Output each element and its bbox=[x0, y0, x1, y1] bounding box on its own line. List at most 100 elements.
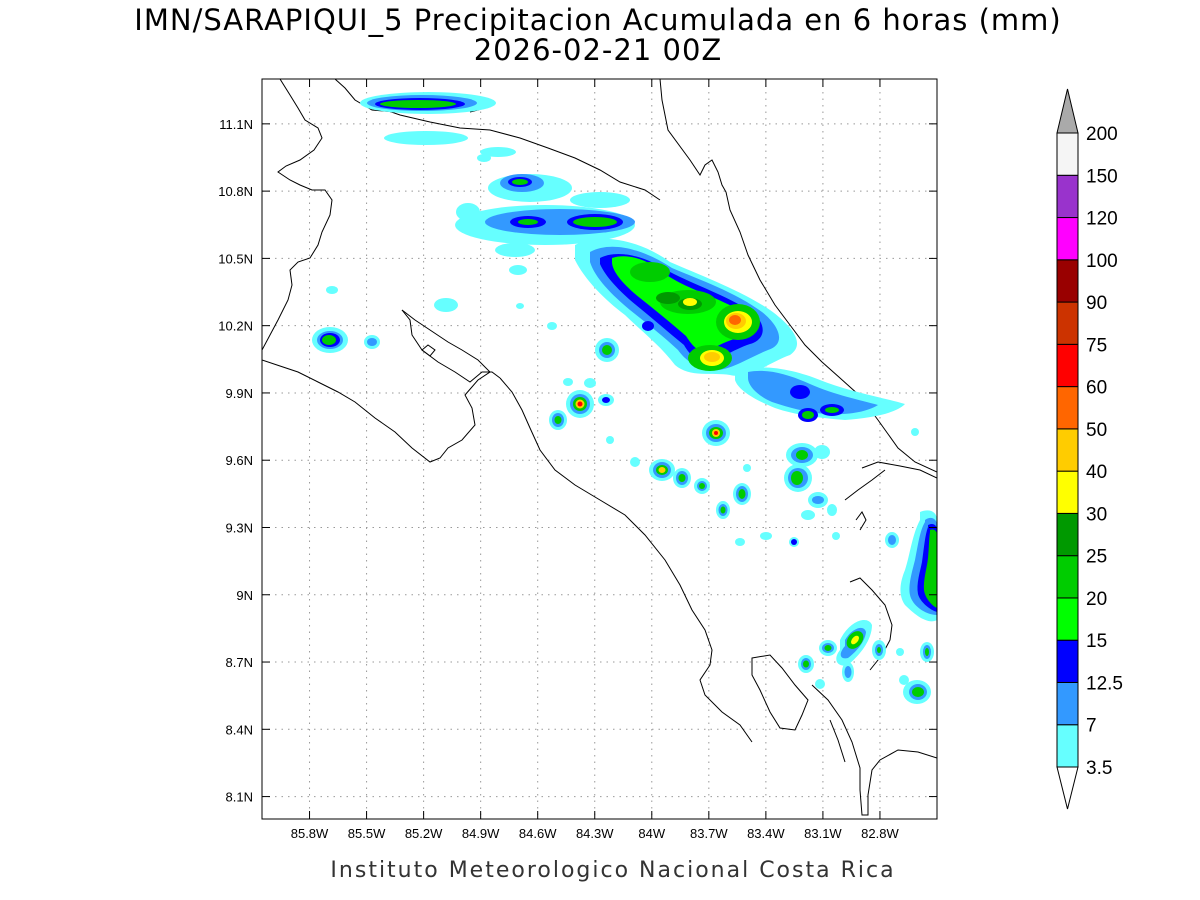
y-tick-label: 8.1N bbox=[226, 790, 253, 805]
rain-cell bbox=[819, 640, 837, 656]
rain-cell bbox=[872, 640, 886, 660]
x-tick-label: 83.4W bbox=[747, 826, 785, 841]
colorbar-swatch bbox=[1056, 343, 1079, 388]
colorbar-swatch bbox=[1056, 597, 1079, 641]
rain-cell bbox=[367, 338, 377, 346]
colorbar-label: 15 bbox=[1086, 631, 1107, 652]
x-tick-label: 85.5W bbox=[348, 826, 386, 841]
colorbar-label: 3.5 bbox=[1086, 758, 1112, 779]
colorbar-label: 60 bbox=[1086, 378, 1107, 399]
map-plot-area: 85.8W 85.5W 85.2W 84.9W 84.6W 84.3W 84W 83.7W 83… bbox=[218, 78, 938, 841]
x-tick-label: 83.7W bbox=[690, 826, 728, 841]
colorbar-swatch bbox=[1056, 301, 1079, 345]
colorbar-label: 7 bbox=[1086, 716, 1097, 737]
colorbar-swatch bbox=[1056, 470, 1079, 514]
colorbar-label: 50 bbox=[1086, 420, 1107, 441]
colorbar-bottom-triangle bbox=[1056, 766, 1079, 810]
colorbar-swatch bbox=[1056, 555, 1079, 599]
rain-cell bbox=[673, 468, 691, 488]
rain-cell bbox=[911, 428, 919, 436]
map-title-line2: 2026-02-21 00Z bbox=[474, 33, 723, 67]
rain-cell bbox=[649, 459, 675, 481]
colorbar-label: 75 bbox=[1086, 335, 1107, 356]
colorbar-legend: 3.5 7 12.5 15 20 25 30 40 50 60 75 90 100 120 150 200 bbox=[1056, 88, 1123, 810]
x-tick-label: 85.8W bbox=[291, 826, 329, 841]
rain-cell bbox=[595, 338, 619, 362]
credit-line: Instituto Meteorologico Nacional Costa R… bbox=[330, 858, 895, 883]
rain-cell bbox=[360, 92, 496, 114]
colorbar-label: 90 bbox=[1086, 293, 1107, 314]
rain-cell bbox=[477, 154, 491, 162]
rain-cell bbox=[786, 443, 818, 467]
y-tick-label: 9.3N bbox=[226, 520, 253, 535]
rain-cell bbox=[606, 436, 614, 444]
rain-cell bbox=[602, 397, 610, 403]
rain-cell bbox=[814, 445, 830, 459]
y-tick-label: 10.5N bbox=[218, 251, 253, 266]
precipitation-field bbox=[312, 92, 937, 704]
rain-cell bbox=[784, 464, 812, 492]
rain-cell bbox=[384, 131, 468, 145]
y-tick-label: 11.1N bbox=[219, 117, 253, 132]
rain-cell bbox=[547, 322, 557, 330]
y-tick-label: 9.9N bbox=[226, 386, 253, 401]
colorbar-label: 200 bbox=[1086, 124, 1118, 145]
map-title-line1: IMN/SARAPIQUI_5 Precipitacion Acumulada … bbox=[134, 3, 1061, 37]
rain-cell bbox=[842, 662, 854, 682]
y-tick-label: 10.8N bbox=[218, 184, 253, 199]
x-tick-label: 84.3W bbox=[576, 826, 614, 841]
colorbar-swatch bbox=[1056, 681, 1079, 726]
rain-cell bbox=[760, 532, 772, 540]
rain-cell bbox=[801, 510, 815, 520]
colorbar-swatch bbox=[1056, 386, 1079, 430]
colorbar-swatch bbox=[1056, 428, 1079, 472]
plot-background bbox=[262, 79, 937, 819]
x-tick-label: 84W bbox=[638, 826, 665, 841]
x-axis-ticks: 85.8W 85.5W 85.2W 84.9W 84.6W 84.3W 84W 83.7W 83… bbox=[291, 79, 899, 841]
rain-cell bbox=[516, 303, 524, 309]
y-axis-ticks: 8.1N 8.4N 8.7N 9N 9.3N 9.6N 9.9N 10.2N 10.5N 10.8… bbox=[218, 117, 937, 805]
colorbar-swatch bbox=[1056, 724, 1079, 768]
rain-cell bbox=[903, 680, 931, 704]
y-tick-label: 9.6N bbox=[226, 453, 253, 468]
x-tick-label: 82.8W bbox=[861, 826, 899, 841]
rain-cell bbox=[815, 679, 825, 689]
colorbar-label: 150 bbox=[1086, 166, 1118, 187]
colorbar-label: 30 bbox=[1086, 504, 1107, 525]
y-tick-label: 9N bbox=[236, 588, 253, 603]
rain-cell bbox=[434, 298, 458, 312]
y-tick-label: 8.7N bbox=[226, 655, 253, 670]
rain-band-east bbox=[885, 510, 937, 622]
rain-cell bbox=[480, 147, 516, 157]
rain-cell bbox=[549, 410, 567, 430]
rain-cell bbox=[920, 642, 934, 662]
rain-cell bbox=[702, 420, 730, 446]
plot-frame bbox=[261, 78, 938, 820]
colorbar-label: 25 bbox=[1086, 547, 1107, 568]
colorbar-label: 12.5 bbox=[1086, 673, 1123, 694]
rain-cell bbox=[743, 464, 751, 472]
rain-cell bbox=[694, 478, 710, 494]
colorbar-swatch bbox=[1056, 174, 1079, 219]
colorbar-label: 40 bbox=[1086, 462, 1107, 483]
colorbar-swatch bbox=[1056, 639, 1079, 683]
rain-cell bbox=[733, 483, 751, 505]
rain-cell bbox=[899, 675, 909, 685]
rain-cell bbox=[716, 501, 730, 519]
rain-band-main bbox=[575, 238, 798, 376]
rain-cell bbox=[735, 538, 745, 546]
colorbar-swatch bbox=[1056, 512, 1079, 557]
rain-cell bbox=[812, 496, 824, 504]
colorbar-label: 120 bbox=[1086, 209, 1118, 230]
rain-cell bbox=[836, 620, 872, 666]
rain-band-caribbean bbox=[735, 367, 905, 422]
colorbar-label: 20 bbox=[1086, 589, 1107, 610]
rain-cell bbox=[326, 286, 338, 294]
rain-cell bbox=[791, 539, 797, 545]
y-tick-label: 8.4N bbox=[226, 722, 253, 737]
rain-band bbox=[455, 174, 635, 275]
y-tick-label: 10.2N bbox=[218, 319, 253, 334]
rain-cell bbox=[798, 655, 814, 673]
rain-cell bbox=[563, 378, 573, 386]
